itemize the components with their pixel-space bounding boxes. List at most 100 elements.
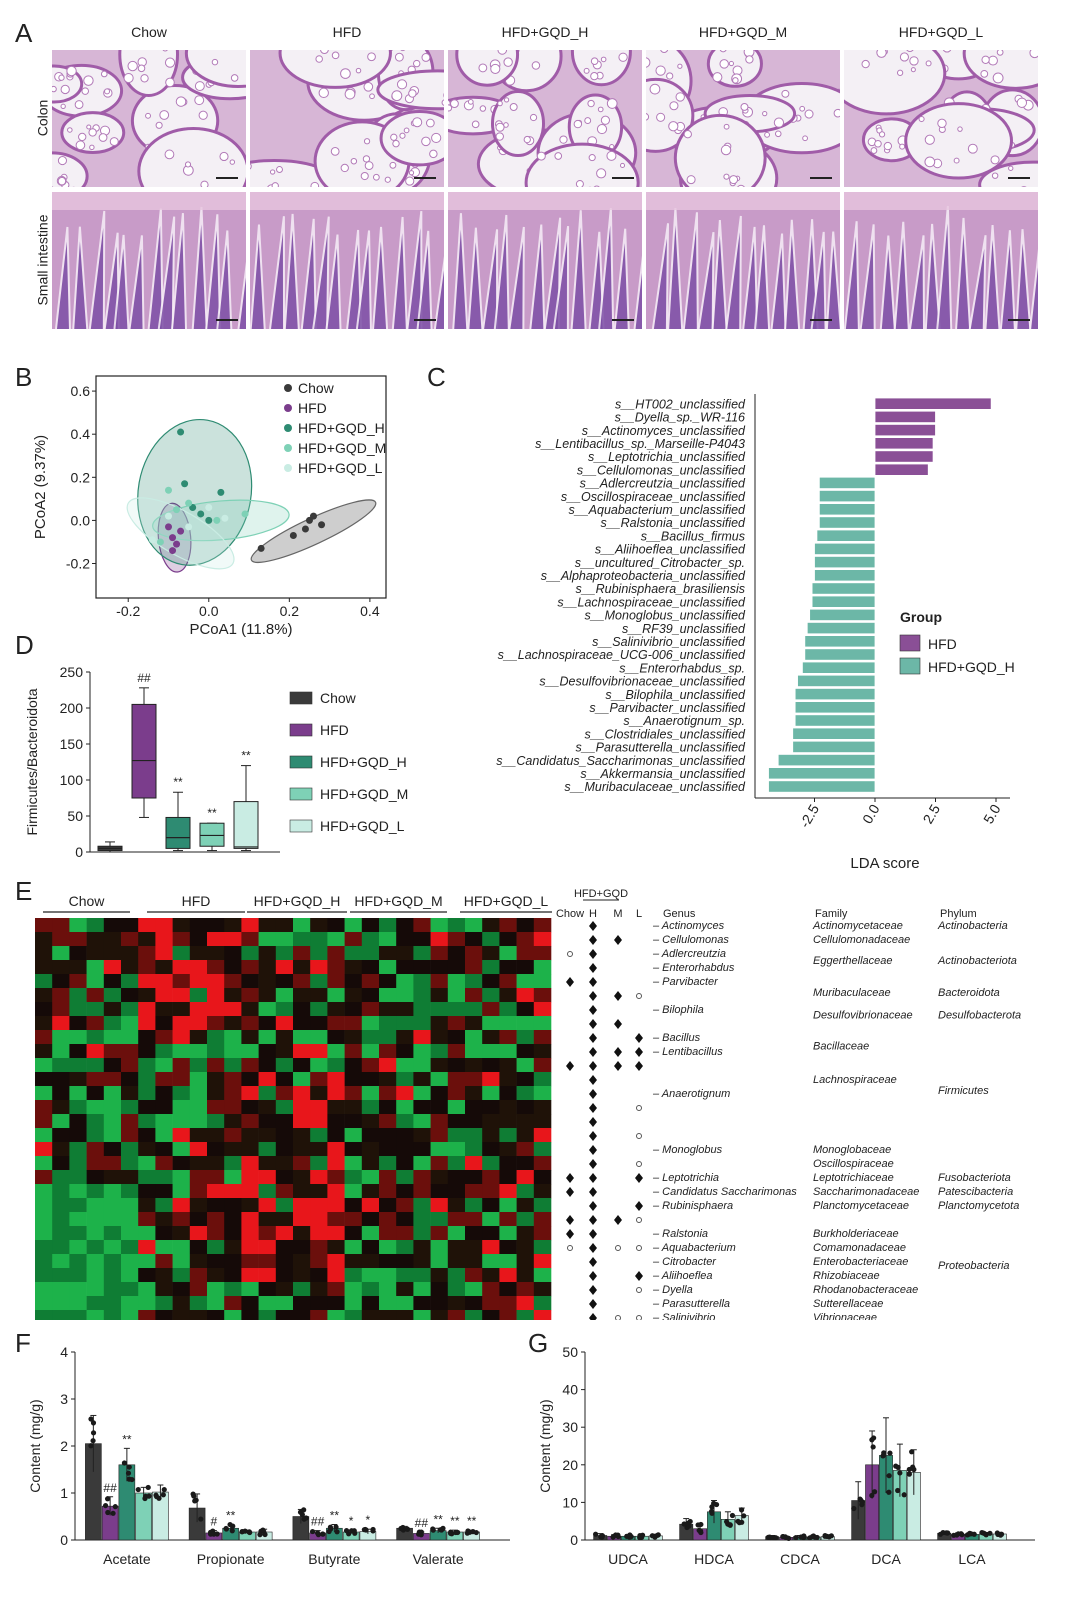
data-point: [767, 1534, 774, 1541]
lda-category-label: s__Oscillospiraceae_unclassified: [561, 490, 746, 504]
goblet-cell: [861, 59, 870, 69]
goblet-cell: [369, 93, 375, 100]
data-point: [895, 1487, 901, 1494]
x-category-label: Butyrate: [308, 1551, 360, 1567]
heatmap-cell: [69, 1114, 87, 1129]
goblet-cell: [980, 69, 989, 78]
heatmap-cell: [396, 1128, 414, 1143]
heatmap-cell: [447, 1170, 466, 1185]
villus-shape: [113, 234, 130, 329]
heatmap-cell: [327, 1030, 345, 1045]
data-point: [895, 1464, 901, 1470]
heatmap-cell: [275, 1072, 294, 1087]
heatmap-cell: [189, 1156, 208, 1171]
heatmap-cell: [396, 1086, 414, 1101]
x-tick-label: 0.0: [199, 603, 219, 619]
goblet-cell: [363, 138, 371, 145]
heatmap-cell: [447, 918, 466, 933]
heatmap-cell: [482, 1100, 500, 1115]
heatmap-cell: [499, 1016, 517, 1031]
heatmap-cell: [275, 1044, 294, 1059]
heatmap-cell: [275, 1142, 294, 1157]
heatmap-cell: [533, 1128, 552, 1143]
histology-image-small-intestine: [250, 192, 444, 329]
goblet-cell: [953, 157, 960, 164]
data-point: [654, 1532, 661, 1538]
heatmap-cell: [69, 1044, 87, 1059]
y-tick-label: 4: [60, 1344, 68, 1360]
family-label: Rhizobiaceae: [813, 1270, 880, 1282]
heatmap-cell: [327, 1086, 345, 1101]
heatmap-cell: [52, 1296, 70, 1311]
genus-label: – Adlercreutzia: [652, 948, 726, 960]
goblet-cell: [666, 72, 674, 80]
diamond-marker: [589, 1187, 597, 1197]
heatmap-cell: [258, 946, 277, 961]
heatmap-cell: [172, 1072, 191, 1087]
tissue-drawing: [52, 50, 246, 187]
heatmap-cell: [189, 960, 208, 975]
goblet-cell: [164, 57, 176, 68]
heatmap-cell: [482, 960, 500, 975]
goblet-cell: [441, 99, 444, 106]
heatmap-cell: [533, 1170, 552, 1185]
heatmap-cell: [447, 1002, 466, 1017]
heatmap-cell: [258, 918, 277, 933]
villus-shape: [283, 213, 300, 329]
heatmap-cell: [293, 1268, 311, 1283]
significance-label: **: [226, 1508, 236, 1522]
data-point: [870, 1444, 876, 1450]
goblet-cell: [78, 132, 87, 142]
x-category-label: Acetate: [103, 1551, 151, 1567]
heatmap-cell: [207, 1072, 225, 1087]
heatmap-cell: [138, 1212, 156, 1227]
family-label: Bacillaceae: [813, 1040, 869, 1052]
lda-bar: [814, 569, 876, 582]
heatmap-cell: [327, 1268, 345, 1283]
goblet-cell: [606, 150, 617, 161]
heatmap-cell: [327, 1170, 345, 1185]
heatmap-cell: [172, 1240, 191, 1255]
heatmap-cell: [189, 1226, 208, 1241]
lda-bar: [792, 727, 876, 740]
heatmap-cell: [430, 1016, 449, 1031]
legend-label: HFD+GQD_L: [320, 818, 405, 834]
y-tick-label: 0: [570, 1532, 578, 1548]
villus-shape: [924, 223, 941, 329]
family-label: Rhodanobacteraceae: [813, 1284, 918, 1296]
goblet-cell: [52, 85, 57, 93]
heatmap-cell: [344, 1002, 363, 1017]
heatmap-cell: [293, 1254, 311, 1269]
goblet-cell: [600, 56, 607, 63]
goblet-cell: [991, 172, 999, 179]
villus-shape: [372, 226, 389, 329]
confidence-ellipse: [152, 499, 290, 542]
heatmap-cell: [533, 1156, 552, 1171]
heatmap-cell: [172, 946, 191, 961]
heatmap-cell: [430, 1114, 449, 1129]
heatmap-cell: [396, 1282, 414, 1297]
circle-marker: [636, 1245, 642, 1251]
scale-bar: [1008, 319, 1030, 321]
heatmap-cell: [189, 1114, 208, 1129]
heatmap-cell: [413, 1016, 431, 1031]
heatmap-cell: [86, 974, 105, 989]
goblet-cell: [391, 90, 403, 102]
heatmap-cell: [430, 1044, 449, 1059]
heatmap-cell: [35, 1282, 53, 1297]
villus-shape: [633, 255, 642, 329]
heatmap-cell: [361, 1212, 380, 1227]
heatmap-cell: [189, 1002, 208, 1017]
heatmap-cell: [258, 1198, 277, 1213]
villus-shape: [416, 230, 433, 329]
heatmap-cell: [69, 1212, 87, 1227]
heatmap-cell: [189, 1044, 208, 1059]
heatmap-cell: [207, 1282, 225, 1297]
family-label: Cellulomonadaceae: [813, 934, 910, 946]
heatmap-cell: [533, 1058, 552, 1073]
heatmap-cell: [155, 1100, 173, 1115]
heatmap-cell: [533, 1002, 552, 1017]
heatmap-cell: [327, 1142, 345, 1157]
heatmap-cell: [327, 1114, 345, 1129]
heatmap-cell: [327, 1198, 345, 1213]
